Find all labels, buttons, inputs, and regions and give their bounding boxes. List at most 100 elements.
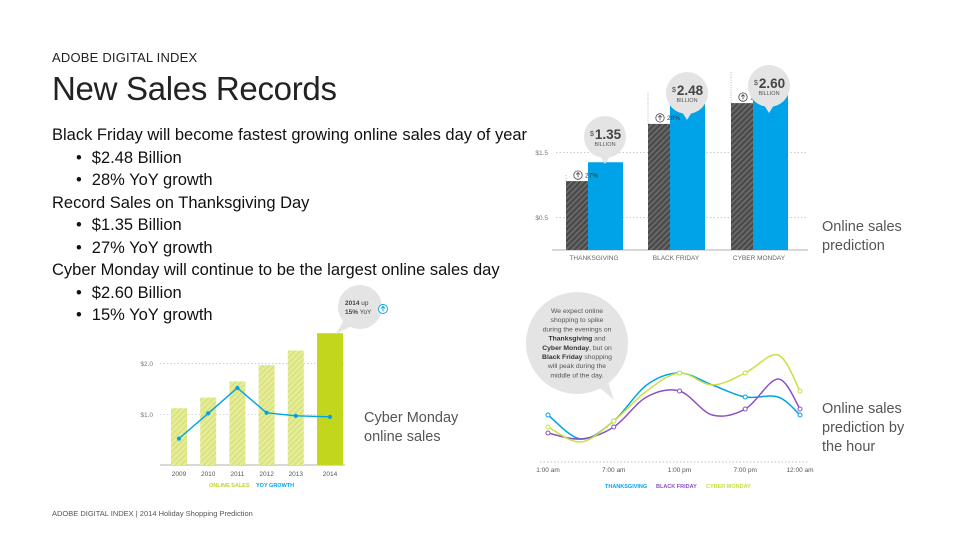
annotation-line: Cyber Monday, but on <box>542 345 612 352</box>
growth-point <box>264 410 269 415</box>
currency-symbol: $ <box>754 80 758 87</box>
point-heading: Cyber Monday will continue to be the lar… <box>52 261 500 279</box>
bar-prior-year <box>731 103 753 250</box>
growth-point <box>206 411 211 416</box>
annotation-tail <box>600 382 614 400</box>
x-tick-label: BLACK FRIDAY <box>653 255 700 262</box>
bar-online-sales <box>317 333 343 465</box>
series-point <box>797 388 803 394</box>
callout-tail <box>336 320 352 334</box>
series-point <box>545 430 551 436</box>
series-point <box>742 370 748 376</box>
series-point <box>611 418 617 424</box>
point-heading: Record Sales on Thanksgiving Day <box>52 193 310 212</box>
series-point <box>676 370 682 376</box>
arrow-glyph <box>575 172 581 178</box>
series-point <box>611 424 617 430</box>
point-item: 15% YoY growth <box>52 304 532 327</box>
series-point <box>545 424 551 430</box>
y-tick-label: $0.5 <box>535 215 548 222</box>
point-item: $2.48 Billion <box>52 147 532 170</box>
point-item: 27% YoY growth <box>52 237 532 260</box>
series-point <box>545 412 551 418</box>
point-heading: Black Friday will become fastest growing… <box>52 126 528 144</box>
annotation-line: will peak during the <box>547 363 606 370</box>
x-tick-label: CYBER MONDAY <box>733 255 786 262</box>
footer-note: ADOBE DIGITAL INDEX | 2014 Holiday Shopp… <box>52 509 253 518</box>
key-points: Black Friday will become fastest growing… <box>52 124 532 327</box>
x-tick-label: 2009 <box>172 471 187 478</box>
bar-online-sales <box>258 365 275 465</box>
bubble-amount: 1.35 <box>595 127 622 142</box>
cyber-monday-bar-chart: $2.0 $1.0 2009 2010 2011 2012 2013 2014 ONLINE S… <box>140 285 388 489</box>
x-tick-label: 12:00 am <box>786 467 813 474</box>
x-tick-label: 7:00 am <box>602 467 626 474</box>
x-tick-label: 2010 <box>201 471 216 478</box>
series-point <box>797 412 803 418</box>
x-tick-label: 2013 <box>289 471 304 478</box>
growth-line <box>178 387 331 440</box>
y-tick-label: $2.0 <box>140 361 153 368</box>
bar-online-sales <box>200 397 217 465</box>
annotation-bubble <box>526 292 628 394</box>
series-point <box>676 388 682 394</box>
point-item: $1.35 Billion <box>52 214 532 237</box>
bubble-tail <box>682 112 692 120</box>
callout-line-1: 2014 up <box>345 300 369 307</box>
series-point <box>742 406 748 412</box>
legend-yoy-growth: YOY GROWTH <box>256 483 294 489</box>
bar-predicted <box>588 162 623 250</box>
legend-entry: THANKSGIVING <box>605 484 647 490</box>
bubble-unit: BILLION <box>676 98 697 104</box>
y-tick-label: $1.5 <box>535 150 548 157</box>
hourly-line-chart: 1:00 am 7:00 am 1:00 pm 7:00 pm 12:00 am THAN… <box>526 292 814 490</box>
growth-point <box>327 414 333 419</box>
bubble-amount: 2.60 <box>759 76 785 91</box>
x-tick-label: 7:00 pm <box>733 467 757 474</box>
growth-point <box>176 436 182 441</box>
legend-entry: BLACK FRIDAY <box>656 484 697 490</box>
prediction-bar-chart: $1.5 $0.5 THANKSGIVING 27% $ 1.35 BILLION BLACK… <box>535 65 808 262</box>
bar-online-sales <box>287 350 304 465</box>
x-tick-label: 2012 <box>259 471 274 478</box>
growth-label: 28% <box>667 115 680 122</box>
growth-label: 27% <box>585 172 598 179</box>
series-point <box>797 406 803 412</box>
bubble-tail <box>764 105 774 113</box>
callout-line-2: 15% YoY <box>345 309 372 316</box>
page-title: New Sales Records <box>52 70 337 107</box>
value-bubble <box>748 65 790 107</box>
x-tick-label: THANKSGIVING <box>569 255 618 262</box>
legend-online-sales: ONLINE SALES <box>209 483 250 489</box>
value-bubble <box>584 116 626 158</box>
currency-symbol: $ <box>672 87 676 94</box>
caption-cyber: Cyber Monday online sales <box>364 410 459 445</box>
bubble-tail <box>600 156 610 164</box>
annotation-line: Thanksgiving and <box>548 336 605 343</box>
legend-entry: CYBER MONDAY <box>706 484 751 490</box>
currency-symbol: $ <box>590 131 594 138</box>
annotation-line: Black Friday shopping <box>542 354 612 361</box>
annotation-line: during the evenings on <box>543 326 612 333</box>
x-tick-label: 1:00 pm <box>668 467 692 474</box>
x-tick-label: 2014 <box>323 471 338 478</box>
eyebrow-label: ADOBE DIGITAL INDEX <box>52 50 198 65</box>
growth-point <box>293 413 298 418</box>
annotation-line: We expect online <box>551 308 603 315</box>
bubble-amount: 2.48 <box>677 83 704 98</box>
bar-online-sales <box>229 381 246 465</box>
series-point <box>742 394 748 400</box>
arrow-glyph <box>657 114 663 121</box>
bubble-unit: BILLION <box>758 91 779 97</box>
point-item: $2.60 Billion <box>52 282 532 305</box>
caption-prediction: Online sales prediction <box>822 219 902 254</box>
bar-prior-year <box>566 181 588 250</box>
bar-prior-year <box>648 123 670 250</box>
arrow-glyph <box>740 94 746 100</box>
growth-point <box>235 385 240 391</box>
annotation-line: shopping to spike <box>551 317 604 324</box>
callout-bubble <box>338 285 382 329</box>
caption-hourly: Online sales prediction by the hour <box>822 401 905 455</box>
x-tick-label: 2011 <box>230 471 244 478</box>
